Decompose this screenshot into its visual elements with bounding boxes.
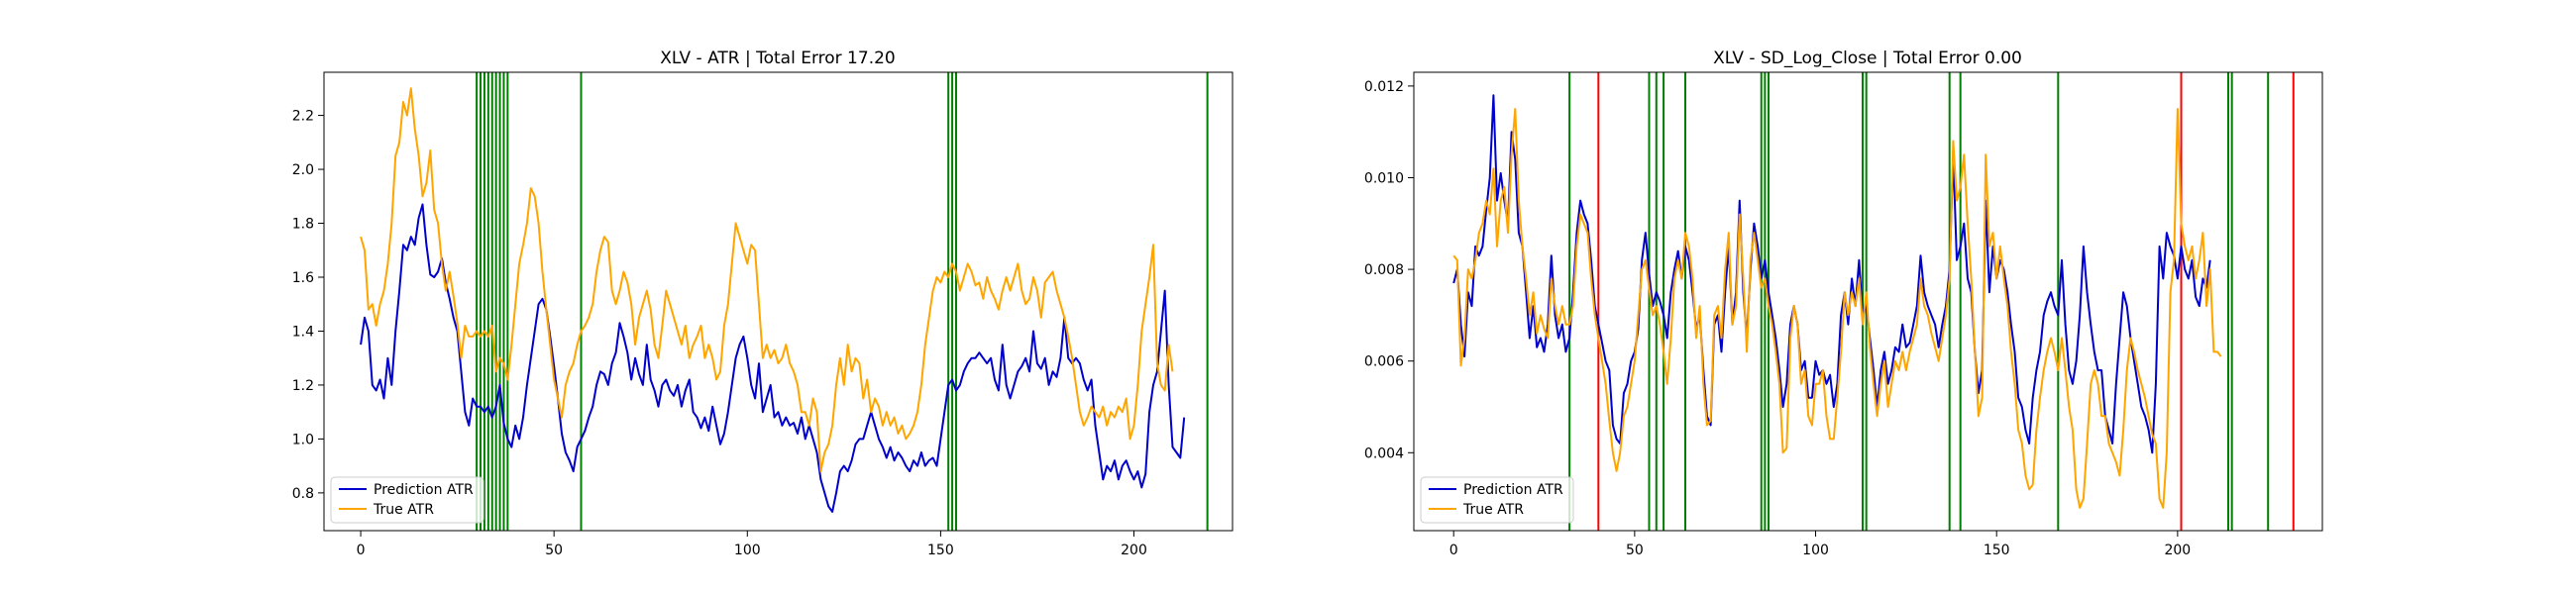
- chart-title: XLV - SD_Log_Close | Total Error 0.00: [1713, 49, 2022, 68]
- chart-panel-sd-log-close: XLV - SD_Log_Close | Total Error 0.00 0 5…: [1364, 49, 2323, 558]
- plot-frame: [1413, 71, 2323, 532]
- legend-label-prediction: Prediction ATR: [1463, 482, 1563, 498]
- legend-box: [1420, 476, 1574, 524]
- y-tick-label: 1.4: [292, 324, 314, 340]
- series-line-true: [1452, 108, 2222, 509]
- legend-label-true: True ATR: [1462, 502, 1524, 518]
- y-tick-label: 1.8: [292, 217, 314, 233]
- x-tick-label: 100: [734, 543, 761, 558]
- x-tick-label: 100: [1802, 543, 1829, 558]
- y-tick-label: 0.008: [1364, 262, 1404, 278]
- y-tick-label: 0.8: [292, 486, 314, 502]
- plot-content: [360, 72, 1209, 531]
- legend-box: [330, 476, 484, 524]
- series-line-true: [360, 87, 1174, 473]
- x-tick-label: 200: [2164, 543, 2191, 558]
- y-tick-label: 1.0: [292, 432, 314, 447]
- plot-frame: [323, 71, 1234, 532]
- x-tick-label: 0: [1449, 543, 1458, 558]
- x-tick-label: 200: [1121, 543, 1147, 558]
- series-line-prediction: [1452, 94, 2211, 454]
- x-tick-label: 150: [1984, 543, 2010, 558]
- axis-ticks: 0 50 100 150 200 0.004 0.006 0.008 0.010 0.012: [1364, 79, 2191, 558]
- legend: Prediction ATR True ATR: [330, 476, 484, 524]
- y-tick-label: 0.012: [1364, 79, 1404, 95]
- chart-panel-atr: XLV - ATR | Total Error 17.20 0 50 100 150 2…: [292, 49, 1234, 558]
- y-tick-label: 2.0: [292, 162, 314, 178]
- x-tick-label: 50: [545, 543, 563, 558]
- y-tick-label: 1.2: [292, 378, 314, 394]
- legend-label-true: True ATR: [373, 502, 434, 518]
- chart-title: XLV - ATR | Total Error 17.20: [660, 49, 895, 68]
- x-tick-label: 150: [927, 543, 954, 558]
- y-tick-label: 0.006: [1364, 354, 1404, 370]
- x-tick-label: 0: [357, 543, 366, 558]
- x-tick-label: 50: [1626, 543, 1644, 558]
- y-tick-label: 2.2: [292, 109, 314, 125]
- y-tick-label: 0.004: [1364, 446, 1404, 461]
- y-tick-label: 1.6: [292, 270, 314, 286]
- series-line-prediction: [360, 203, 1186, 513]
- axis-ticks: 0 50 100 150 200 0.8 1.0 1.2 1.4 1.6 1.8 2.0 2.2: [292, 109, 1147, 558]
- legend-label-prediction: Prediction ATR: [374, 482, 474, 498]
- y-tick-label: 0.010: [1364, 170, 1404, 186]
- legend: Prediction ATR True ATR: [1420, 476, 1574, 524]
- plot-content: [1452, 72, 2295, 531]
